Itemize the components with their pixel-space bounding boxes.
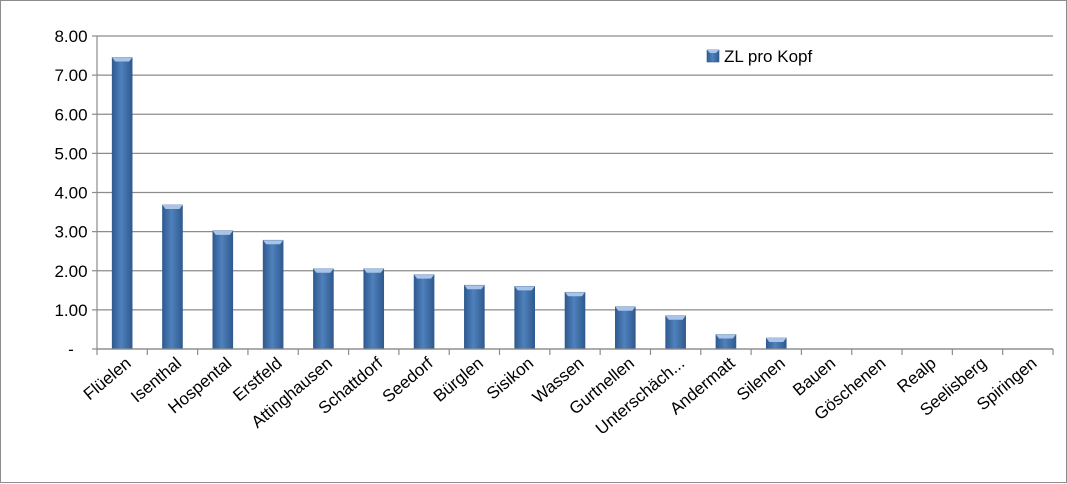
bar-cap bbox=[715, 334, 736, 339]
y-tick-label: - bbox=[68, 340, 74, 359]
bar bbox=[665, 315, 686, 350]
y-tick-label: 8.00 bbox=[54, 27, 87, 46]
bar bbox=[111, 57, 133, 350]
bar bbox=[162, 204, 183, 350]
y-tick-label: 2.00 bbox=[54, 262, 87, 281]
y-tick-label: 7.00 bbox=[54, 66, 87, 85]
legend: ZL pro Kopf bbox=[706, 47, 812, 66]
y-tick-label: 6.00 bbox=[54, 105, 87, 124]
bar-cap bbox=[665, 315, 686, 320]
x-tick-label: Seedorf bbox=[379, 353, 437, 406]
y-tick-label: 4.00 bbox=[54, 184, 87, 203]
bar-cap bbox=[766, 338, 787, 343]
bar bbox=[514, 286, 535, 350]
bar-cap bbox=[464, 285, 485, 290]
bar-cap bbox=[363, 268, 384, 273]
y-tick-label: 1.00 bbox=[54, 301, 87, 320]
bar bbox=[615, 306, 636, 350]
bar-cap bbox=[263, 240, 284, 245]
x-tick-label: Sisikon bbox=[483, 354, 537, 404]
bar bbox=[363, 268, 385, 350]
bar-cap bbox=[162, 205, 183, 210]
bar bbox=[262, 239, 284, 350]
bar-cap bbox=[112, 57, 133, 62]
bar-cap bbox=[565, 292, 585, 297]
bar-cap bbox=[514, 286, 535, 291]
x-tick-label: Silenen bbox=[733, 354, 789, 405]
bar bbox=[212, 230, 234, 350]
bar bbox=[464, 284, 485, 350]
bar bbox=[413, 274, 435, 350]
bar-cap bbox=[212, 230, 233, 235]
y-tick-label: 5.00 bbox=[54, 144, 87, 163]
x-tick-label: Bürglen bbox=[430, 354, 487, 406]
y-tick-label: 3.00 bbox=[54, 223, 87, 242]
bar bbox=[313, 268, 334, 350]
bar-cap bbox=[414, 274, 435, 279]
x-tick-label: Flüelen bbox=[80, 354, 135, 404]
bar-cap bbox=[313, 268, 334, 273]
bar bbox=[564, 291, 586, 350]
x-tick-label: Unterschäch... bbox=[592, 354, 688, 439]
bar-cap bbox=[615, 306, 636, 311]
legend-label: ZL pro Kopf bbox=[724, 47, 812, 66]
legend-swatch-cap bbox=[707, 50, 719, 53]
